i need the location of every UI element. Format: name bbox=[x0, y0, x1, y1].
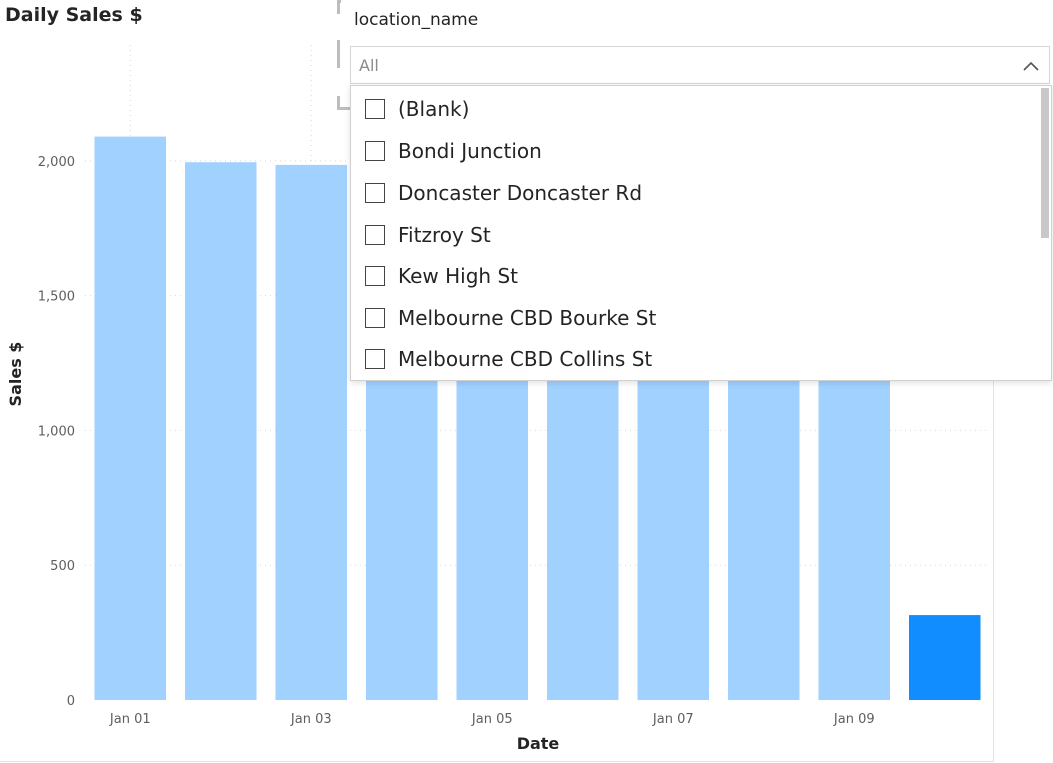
slicer-selected-value: All bbox=[359, 56, 379, 75]
slicer-option-fitzroy-st[interactable]: Fitzroy St bbox=[351, 214, 1039, 255]
x-axis-ticks: Jan 01 Jan 03 Jan 05 Jan 07 Jan 09 bbox=[109, 712, 875, 727]
option-label: Kew High St bbox=[398, 263, 518, 288]
checkbox[interactable] bbox=[365, 348, 385, 369]
slicer-header: location_name bbox=[354, 10, 479, 30]
chevron-up-icon[interactable] bbox=[1021, 56, 1041, 76]
checkbox[interactable] bbox=[365, 265, 385, 286]
chart-title: Daily Sales $ bbox=[5, 4, 143, 26]
x-tick-label: Jan 03 bbox=[290, 712, 332, 727]
slicer-option-blank[interactable]: (Blank) bbox=[351, 88, 1039, 129]
slicer-option-bondi-junction[interactable]: Bondi Junction bbox=[351, 130, 1039, 171]
checkbox[interactable] bbox=[365, 224, 385, 245]
slicer-dropdown[interactable]: All bbox=[350, 46, 1050, 84]
checkbox[interactable] bbox=[365, 307, 385, 328]
bar-jan-02[interactable] bbox=[185, 162, 257, 700]
x-axis-title: Date bbox=[517, 734, 560, 753]
slicer-option-melbourne-collins[interactable]: Melbourne CBD Collins St bbox=[351, 338, 1039, 379]
x-tick-label: Jan 07 bbox=[652, 712, 694, 727]
y-axis-ticks: 0 500 1,000 1,500 2,000 bbox=[38, 155, 75, 709]
option-label: Fitzroy St bbox=[398, 222, 491, 247]
option-label: Melbourne CBD Collins St bbox=[398, 346, 653, 371]
slicer-option-doncaster[interactable]: Doncaster Doncaster Rd bbox=[351, 172, 1039, 213]
y-tick-label: 2,000 bbox=[38, 155, 75, 170]
y-tick-label: 1,000 bbox=[38, 424, 75, 439]
option-label: Bondi Junction bbox=[398, 138, 542, 163]
bar-jan-03[interactable] bbox=[275, 164, 347, 701]
bar-jan-01[interactable] bbox=[94, 136, 166, 700]
slicer-option-kew-high-st[interactable]: Kew High St bbox=[351, 255, 1039, 296]
y-axis-title: Sales $ bbox=[6, 342, 25, 407]
y-tick-label: 500 bbox=[50, 559, 75, 574]
option-label: Doncaster Doncaster Rd bbox=[398, 180, 643, 205]
bar-jan-10[interactable] bbox=[909, 615, 981, 700]
x-tick-label: Jan 09 bbox=[833, 712, 875, 727]
y-tick-label: 0 bbox=[67, 694, 75, 709]
slicer-scrollbar[interactable] bbox=[1041, 88, 1049, 238]
slicer-options-list[interactable]: (Blank) Bondi Junction Doncaster Doncast… bbox=[350, 85, 1052, 381]
option-label: Melbourne CBD Bourke St bbox=[398, 305, 657, 330]
checkbox[interactable] bbox=[365, 140, 385, 161]
checkbox[interactable] bbox=[365, 98, 385, 119]
y-tick-label: 1,500 bbox=[38, 290, 75, 305]
x-tick-label: Jan 05 bbox=[471, 712, 513, 727]
checkbox[interactable] bbox=[365, 182, 385, 203]
option-label: (Blank) bbox=[398, 96, 470, 121]
x-tick-label: Jan 01 bbox=[109, 712, 151, 727]
slicer-option-melbourne-bourke[interactable]: Melbourne CBD Bourke St bbox=[351, 297, 1039, 338]
